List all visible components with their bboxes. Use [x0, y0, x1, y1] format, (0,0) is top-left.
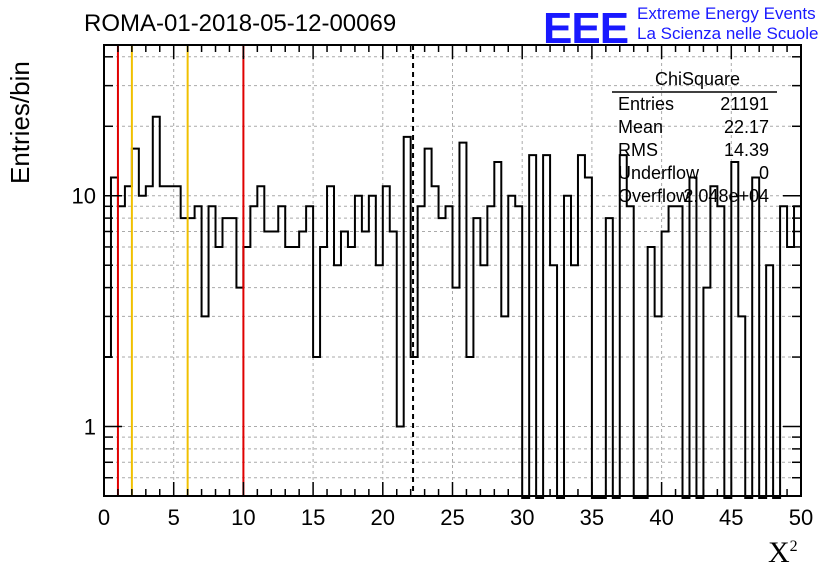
y-axis-label: Entries/bin [5, 61, 35, 184]
eee-logo: EEE [543, 4, 629, 53]
chart-title: ROMA-01-2018-05-12-00069 [84, 10, 397, 37]
stats-value: 22.17 [724, 117, 769, 137]
x-axis-label: X2 [768, 536, 798, 569]
axes: 0 5 10 15 20 25 30 35 40 45 50 1 10 [72, 44, 813, 530]
stats-label: Underflow [618, 163, 700, 183]
x-tick-label: 50 [789, 505, 813, 530]
x-tick-label: 45 [719, 505, 743, 530]
logo-subtitle-2: La Scienza nelle Scuole [637, 24, 819, 43]
histogram-outline [104, 115, 801, 499]
x-tick-label: 5 [168, 505, 180, 530]
stats-box: ChiSquare Entries 21191 Mean 22.17 RMS 14.39 Un… [612, 69, 777, 206]
reference-lines [116, 45, 415, 496]
x-tick-label: 20 [371, 505, 395, 530]
stats-value: 2.048e+04 [683, 186, 769, 206]
x-tick-label: 0 [98, 505, 110, 530]
x-tick-label: 35 [580, 505, 604, 530]
x-tick-label: 30 [510, 505, 534, 530]
stats-value: 14.39 [724, 140, 769, 160]
stats-title: ChiSquare [655, 69, 740, 89]
x-tick-label: 40 [649, 505, 673, 530]
stats-label: Entries [618, 94, 674, 114]
y-tick-label: 1 [84, 415, 96, 440]
x-tick-label: 10 [231, 505, 255, 530]
y-tick-label: 10 [72, 184, 96, 209]
stats-value: 21191 [720, 94, 769, 114]
logo-subtitle-1: Extreme Energy Events [637, 4, 816, 23]
stats-label: Mean [618, 117, 663, 137]
x-tick-label: 25 [440, 505, 464, 530]
stats-label: RMS [618, 140, 658, 160]
stats-value: 0 [759, 163, 769, 183]
x-tick-label: 15 [301, 505, 325, 530]
stats-label: Overflow [618, 186, 690, 206]
histogram [104, 115, 801, 499]
